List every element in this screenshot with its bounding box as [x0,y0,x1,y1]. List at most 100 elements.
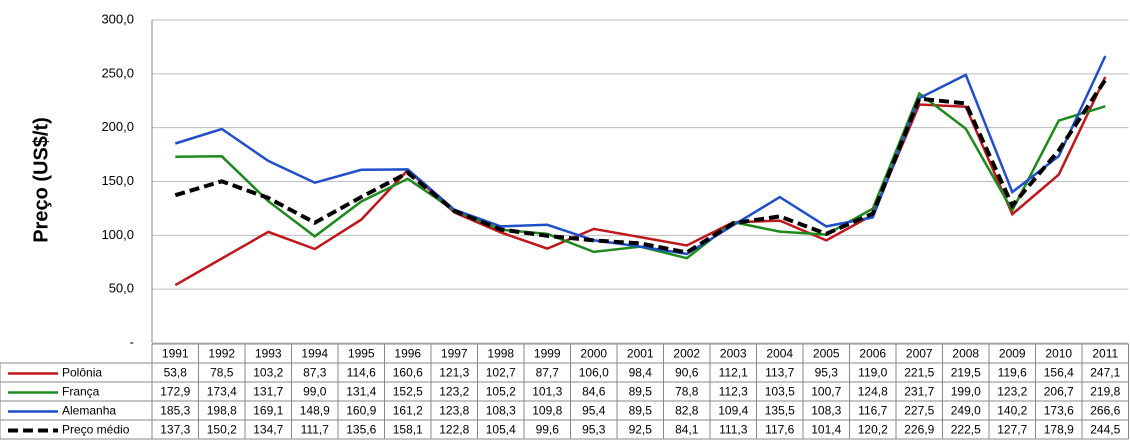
table-value: 123,2 [997,385,1027,399]
table-value: 116,7 [858,404,887,418]
table-value: 222,5 [951,423,981,437]
y-tick-label: 250,0 [101,65,134,80]
table-value: 112,3 [719,385,748,399]
table-value: 173,6 [1044,404,1074,418]
table-value: 87,7 [536,366,560,380]
table-value: 135,5 [765,404,795,418]
table-value: 158,1 [393,423,423,437]
table-value: 172,9 [160,385,190,399]
table-value: 160,9 [346,404,376,418]
table-value: 219,5 [951,366,981,380]
x-tick-label: 2011 [1092,347,1118,361]
table-value: 161,2 [393,404,423,418]
table-value: 226,9 [904,423,934,437]
table-value: 156,4 [1044,366,1074,380]
table-value: 227,5 [904,404,934,418]
table-value: 206,7 [1044,385,1074,399]
table-value: 89,5 [629,385,653,399]
x-tick-label: 1996 [394,347,421,361]
table-value: 249,0 [951,404,981,418]
table-value: 148,9 [300,404,330,418]
table-value: 98,4 [629,366,653,380]
x-tick-label: 2009 [999,347,1026,361]
table-value: 108,3 [486,404,516,418]
table-value: 123,2 [439,385,469,399]
series-line [174,55,1107,256]
table-value: 178,9 [1044,423,1074,437]
table-value: 53,8 [164,366,188,380]
table-value: 117,6 [765,423,794,437]
table-value: 221,5 [904,366,934,380]
table-value: 231,7 [904,385,934,399]
series-line [174,76,1107,287]
x-tick-label: 1997 [441,347,468,361]
table-value: 124,8 [858,385,888,399]
x-tick-label: 2004 [766,347,793,361]
x-tick-label: 2006 [859,347,886,361]
x-tick-label: 1994 [301,347,328,361]
table-value: 95,4 [582,404,606,418]
table-value: 199,0 [951,385,981,399]
table-value: 198,8 [207,404,237,418]
table-value: 150,2 [207,423,237,437]
table-value: 112,1 [719,366,748,380]
table-value: 103,5 [765,385,795,399]
table-value: 122,8 [439,423,469,437]
table-value: 105,2 [486,385,516,399]
table-value: 84,1 [675,423,699,437]
table-value: 111,7 [301,423,330,437]
x-tick-label: 2000 [580,347,607,361]
table-value: 185,3 [160,404,190,418]
x-tick-label: 2010 [1045,347,1072,361]
table-value: 244,5 [1090,423,1120,437]
y-axis-label: Preço (US$/t) [30,117,52,243]
x-tick-label: 1999 [534,347,561,361]
table-value: 173,4 [207,385,237,399]
table-value: 95,3 [815,366,839,380]
table-value: 131,7 [253,385,283,399]
table-value: 119,0 [858,366,887,380]
table-value: 108,3 [811,404,841,418]
table-value: 92,5 [629,423,653,437]
legend-label: França [62,385,100,399]
table-value: 78,8 [675,385,699,399]
table-value: 102,7 [486,366,516,380]
legend-label: Preço médio [62,423,130,437]
series-line [175,91,1106,260]
table-value: 101,3 [532,385,562,399]
y-tick-label: 100,0 [101,227,134,242]
y-tick-label: 300,0 [101,11,134,26]
table-value: 134,7 [253,423,283,437]
x-tick-label: 2005 [813,347,840,361]
table-value: 109,4 [718,404,748,418]
table-value: 219,8 [1090,385,1120,399]
x-tick-label: 2001 [627,347,654,361]
table-value: 127,7 [997,423,1027,437]
x-tick-label: 1993 [255,347,282,361]
table-value: 99,6 [536,423,560,437]
y-tick-label: 150,0 [101,173,134,188]
table-value: 82,8 [675,404,699,418]
table-value: 120,2 [858,423,888,437]
table-value: 113,7 [765,366,794,380]
table-value: 114,6 [347,366,376,380]
table-value: 105,4 [486,423,516,437]
table-value: 119,6 [998,366,1027,380]
table-value: 135,6 [346,423,376,437]
table-value: 84,6 [582,385,606,399]
table-value: 103,2 [253,366,283,380]
table-value: 152,5 [393,385,423,399]
legend-label: Polônia [62,366,102,380]
table-value: 131,4 [346,385,376,399]
table-value: 89,5 [629,404,653,418]
y-tick-label: - [130,334,134,349]
table-value: 266,6 [1090,404,1120,418]
x-tick-label: 2003 [720,347,747,361]
x-tick-label: 1995 [348,347,375,361]
table-value: 137,3 [160,423,190,437]
table-value: 78,5 [210,366,234,380]
table-value: 160,6 [393,366,423,380]
x-tick-label: 2007 [906,347,933,361]
table-value: 169,1 [253,404,283,418]
